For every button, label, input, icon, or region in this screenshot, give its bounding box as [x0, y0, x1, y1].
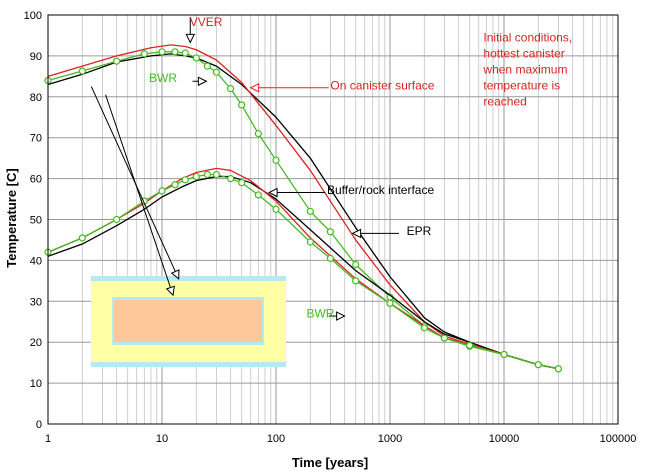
data-point — [192, 54, 200, 62]
data-point — [192, 172, 200, 181]
annotations-layer: VVER BWR On canister surface Buffer/rock in… — [149, 15, 572, 321]
y-tick-label: 90 — [30, 51, 42, 63]
data-point — [306, 207, 314, 215]
data-point — [386, 299, 394, 307]
y-tick-label: 0 — [36, 419, 42, 431]
annotation-label: when maximum — [482, 62, 567, 76]
data-point — [420, 324, 428, 332]
x-axis-label: Time [years] — [292, 455, 368, 470]
annotation-label: BWR — [149, 71, 177, 85]
data-point — [554, 365, 562, 373]
data-point — [227, 85, 235, 93]
data-point — [238, 179, 246, 187]
data-point — [203, 62, 211, 70]
x-tick-label: 100 — [267, 433, 285, 445]
data-point — [171, 181, 179, 189]
annotation-label: EPR — [407, 224, 432, 238]
annotation-label: BWR — [306, 307, 334, 321]
buffer-canister-inset — [91, 276, 286, 367]
data-point — [254, 191, 262, 199]
data-point — [212, 170, 220, 179]
data-point — [227, 175, 235, 183]
data-point — [500, 350, 508, 359]
annotation-arrow — [105, 94, 174, 296]
y-axis-label: Temperature [C] — [4, 168, 19, 267]
data-point — [158, 187, 166, 195]
y-tick-label: 40 — [30, 255, 42, 267]
arrow-head — [170, 269, 180, 280]
annotation-label: Initial conditions, — [483, 31, 572, 45]
data-point — [440, 334, 448, 342]
data-point — [78, 67, 86, 75]
data-point — [466, 341, 474, 350]
data-point — [203, 170, 211, 179]
data-point — [534, 361, 542, 369]
data-point — [113, 215, 121, 224]
x-tick-label: 1000 — [378, 433, 402, 445]
data-point — [212, 68, 220, 76]
data-point — [171, 48, 179, 56]
data-point — [181, 49, 189, 57]
y-tick-label: 80 — [30, 92, 42, 104]
annotation-label: temperature is — [483, 78, 560, 92]
data-point — [272, 205, 280, 213]
arrow-head — [336, 311, 346, 321]
arrow-head — [185, 33, 196, 44]
data-point — [326, 254, 334, 262]
arrow-head — [267, 187, 278, 198]
data-point — [238, 101, 246, 109]
arrow-head — [249, 82, 260, 93]
plot-frame — [47, 14, 619, 425]
x-tick-label: 10000 — [489, 433, 520, 445]
annotation-label: Buffer/rock interface — [327, 183, 434, 197]
y-tick-label: 20 — [30, 337, 42, 349]
x-tick-label: 1 — [45, 433, 51, 445]
annotation-label: VVER — [190, 15, 223, 29]
arrow-head — [351, 228, 362, 239]
y-tick-label: 100 — [24, 10, 42, 22]
series-layer — [44, 44, 562, 373]
arrow-head — [165, 285, 175, 297]
data-point — [306, 238, 314, 246]
y-tick-label: 30 — [30, 296, 42, 308]
data-point — [272, 156, 280, 164]
y-tick-label: 10 — [30, 378, 42, 390]
y-tick-label: 60 — [30, 174, 42, 186]
y-tick-label: 70 — [30, 133, 42, 145]
x-tick-label: 100000 — [600, 433, 637, 445]
arrow-head — [197, 76, 208, 87]
y-tick-labels: 0 10 20 30 40 50 60 70 80 90 100 — [24, 10, 42, 431]
annotation-label: On canister surface — [330, 78, 434, 92]
data-point — [113, 57, 121, 65]
data-point — [140, 50, 148, 58]
data-point — [78, 234, 86, 242]
annotation-label: hottest canister — [483, 47, 564, 61]
data-point — [352, 277, 360, 285]
data-point — [352, 260, 360, 269]
x-tick-labels: 1 10 100 1000 10000 100000 — [45, 433, 636, 445]
arrows-layer — [90, 17, 400, 321]
inset-canister — [114, 300, 262, 342]
annotation-label: reached — [483, 94, 526, 108]
data-point — [326, 228, 334, 236]
data-point — [181, 176, 189, 184]
y-tick-label: 50 — [30, 215, 42, 227]
data-point — [158, 48, 166, 56]
data-point — [254, 130, 262, 138]
x-tick-label: 10 — [156, 433, 168, 445]
